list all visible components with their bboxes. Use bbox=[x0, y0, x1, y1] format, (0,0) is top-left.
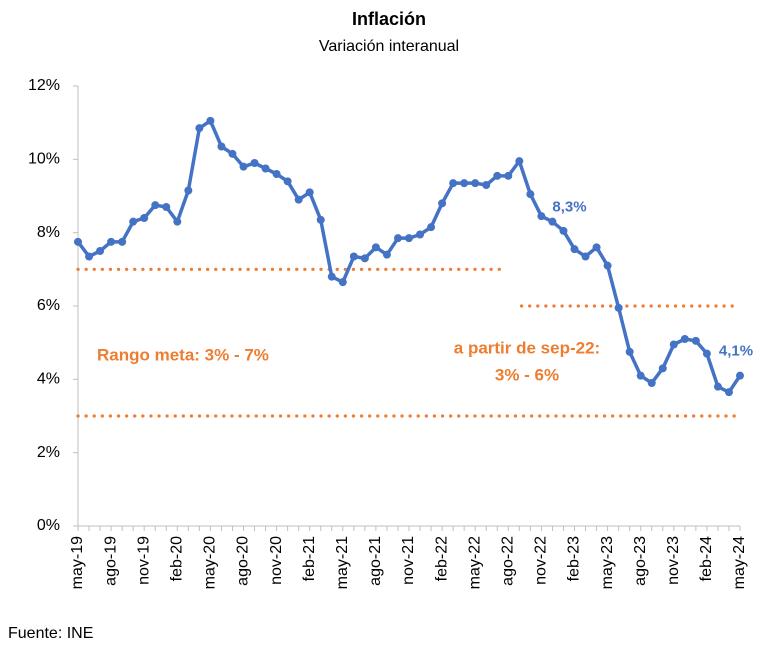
data-point bbox=[724, 388, 733, 397]
data-point bbox=[680, 335, 689, 343]
chart-title: Inflación bbox=[352, 9, 426, 29]
data-point bbox=[548, 217, 557, 226]
x-tick-label: nov-21 bbox=[400, 536, 417, 585]
data-point bbox=[636, 371, 645, 380]
data-point bbox=[184, 186, 193, 195]
data-point bbox=[118, 237, 127, 246]
data-point bbox=[85, 252, 94, 261]
x-tick-label: may-23 bbox=[599, 536, 616, 589]
data-point bbox=[140, 214, 149, 222]
y-tick-label: 12% bbox=[28, 77, 60, 94]
x-tick-label: feb-24 bbox=[698, 536, 715, 581]
data-point bbox=[658, 364, 667, 373]
x-tick-label: ago-21 bbox=[367, 536, 384, 586]
data-point bbox=[515, 157, 524, 166]
x-tick-label: nov-20 bbox=[268, 536, 285, 585]
data-point bbox=[261, 164, 270, 173]
x-tick-label: nov-23 bbox=[665, 536, 682, 585]
data-point bbox=[570, 245, 579, 254]
data-point bbox=[228, 149, 237, 158]
data-point bbox=[493, 171, 502, 180]
x-tick-label: may-24 bbox=[731, 536, 748, 589]
annotation: Rango meta: 3% - 7% bbox=[97, 345, 269, 364]
x-tick-label: ago-22 bbox=[500, 536, 517, 586]
x-tick-label: may-20 bbox=[202, 536, 219, 589]
data-point bbox=[559, 226, 568, 235]
x-tick-label: may-21 bbox=[334, 536, 351, 589]
data-point bbox=[460, 179, 469, 188]
data-point bbox=[217, 142, 226, 151]
data-point bbox=[107, 237, 116, 246]
chart-subtitle: Variación interanual bbox=[319, 38, 459, 55]
data-point bbox=[592, 243, 601, 252]
data-point bbox=[129, 217, 138, 226]
data-point bbox=[581, 252, 590, 261]
annotation: 3% - 6% bbox=[495, 365, 559, 384]
data-point bbox=[669, 340, 678, 349]
data-point bbox=[96, 247, 105, 255]
data-point bbox=[526, 190, 535, 199]
x-tick-label: nov-19 bbox=[135, 536, 152, 585]
x-tick-label: nov-22 bbox=[533, 536, 550, 585]
y-tick-label: 8% bbox=[37, 224, 60, 241]
data-point bbox=[195, 124, 204, 133]
data-point bbox=[438, 199, 447, 208]
data-point bbox=[691, 336, 700, 345]
data-point bbox=[504, 171, 513, 180]
data-point bbox=[206, 116, 215, 125]
data-label: 4,1% bbox=[719, 343, 753, 360]
data-point bbox=[294, 195, 303, 204]
data-point bbox=[371, 243, 380, 252]
data-point bbox=[713, 382, 722, 391]
annotation: a partir de sep-22: bbox=[454, 338, 600, 357]
data-point bbox=[151, 201, 160, 210]
x-tick-label: ago-20 bbox=[235, 536, 252, 586]
data-point bbox=[393, 234, 402, 243]
data-point bbox=[74, 237, 82, 246]
data-point bbox=[272, 170, 281, 178]
data-point bbox=[360, 254, 369, 263]
data-point bbox=[449, 179, 458, 188]
data-point bbox=[173, 217, 182, 226]
x-tick-label: may-19 bbox=[69, 536, 86, 589]
x-tick-label: feb-20 bbox=[169, 536, 186, 581]
x-tick-label: feb-22 bbox=[433, 536, 450, 581]
data-point bbox=[537, 212, 546, 221]
data-point bbox=[416, 230, 425, 239]
data-point bbox=[327, 272, 336, 281]
data-point bbox=[305, 188, 314, 197]
y-tick-label: 10% bbox=[28, 151, 60, 168]
data-point bbox=[405, 234, 413, 243]
x-tick-label: feb-21 bbox=[301, 536, 318, 581]
data-point bbox=[736, 371, 744, 380]
data-point bbox=[382, 250, 391, 259]
source-note: Fuente: INE bbox=[8, 625, 93, 642]
y-tick-label: 0% bbox=[37, 517, 60, 534]
y-tick-label: 4% bbox=[37, 371, 60, 388]
data-point bbox=[316, 215, 325, 224]
y-tick-label: 6% bbox=[37, 297, 60, 314]
data-point bbox=[603, 261, 612, 270]
data-label: 8,3% bbox=[552, 199, 586, 216]
data-point bbox=[625, 347, 634, 356]
data-point bbox=[471, 179, 480, 188]
x-tick-label: may-22 bbox=[466, 536, 483, 589]
data-point bbox=[349, 252, 358, 261]
data-point bbox=[427, 223, 436, 232]
x-tick-label: feb-23 bbox=[566, 536, 583, 581]
data-point bbox=[162, 203, 171, 211]
x-tick-label: ago-23 bbox=[632, 536, 649, 586]
data-point bbox=[702, 349, 711, 358]
data-point bbox=[614, 303, 623, 312]
y-tick-label: 2% bbox=[37, 444, 60, 461]
data-point bbox=[647, 379, 656, 387]
data-point bbox=[250, 159, 259, 167]
data-point bbox=[482, 181, 491, 189]
data-point bbox=[283, 177, 292, 186]
data-point bbox=[338, 278, 347, 287]
x-tick-label: ago-19 bbox=[102, 536, 119, 586]
data-point bbox=[239, 162, 248, 171]
